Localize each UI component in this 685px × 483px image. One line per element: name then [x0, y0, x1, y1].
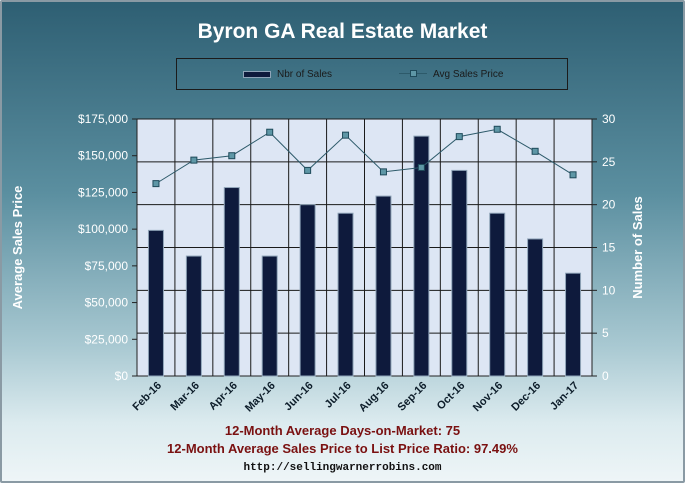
bar-nbr-of-sales	[375, 195, 392, 377]
legend-swatch-bar	[243, 70, 271, 78]
bar-nbr-of-sales	[261, 255, 278, 377]
tick-label-x: Oct-16	[435, 380, 468, 413]
point-avg-sales-price	[304, 166, 312, 174]
bar-nbr-of-sales	[299, 204, 316, 377]
legend-swatch-line	[399, 69, 427, 79]
tick-label-right: 5	[602, 326, 609, 340]
bar-nbr-of-sales	[451, 169, 468, 377]
tick-label-x: Nov-16	[471, 380, 505, 414]
footer-price-ratio: 12-Month Average Sales Price to List Pri…	[167, 441, 518, 456]
footer-days-on-market: 12-Month Average Days-on-Market: 75	[224, 423, 461, 438]
line-avg-sales-price	[155, 128, 574, 185]
point-avg-sales-price	[417, 163, 425, 171]
point-avg-sales-price	[228, 152, 236, 160]
tick-label-x: Feb-16	[131, 380, 165, 414]
tick-label-x: Mar-16	[168, 380, 202, 414]
bar-nbr-of-sales	[337, 212, 354, 377]
chart-legend: Nbr of Sales Avg Sales Price	[176, 58, 568, 90]
tick-label-x: Apr-16	[207, 380, 240, 413]
bar-nbr-of-sales	[527, 238, 544, 377]
legend-item-price: Avg Sales Price	[399, 67, 503, 81]
y-axis-title-left: Average Sales Price	[10, 186, 25, 310]
tick-label-right: 25	[602, 155, 616, 169]
tick-label-left: $175,000	[78, 112, 128, 126]
tick-label-right: 30	[602, 112, 616, 126]
tick-label-right: 15	[602, 241, 616, 255]
point-avg-sales-price	[379, 168, 387, 176]
tick-label-left: $25,000	[85, 332, 129, 346]
tick-label-left: $150,000	[78, 149, 128, 163]
point-avg-sales-price	[342, 131, 350, 139]
point-avg-sales-price	[569, 171, 577, 179]
tick-label-x: Dec-16	[509, 380, 543, 414]
chart-title: Byron GA Real Estate Market	[197, 20, 488, 43]
tick-label-x: Sep-16	[395, 380, 429, 414]
legend-item-sales: Nbr of Sales	[243, 67, 332, 81]
tick-label-left: $75,000	[85, 259, 129, 273]
point-avg-sales-price	[266, 128, 274, 136]
bar-nbr-of-sales	[185, 255, 202, 377]
tick-label-right: 0	[602, 369, 609, 383]
tick-label-x: Jun-16	[282, 380, 316, 414]
tick-label-left: $100,000	[78, 222, 128, 236]
tick-label-right: 20	[602, 198, 616, 212]
legend-label-price: Avg Sales Price	[433, 68, 504, 80]
tick-label-left: $50,000	[85, 296, 129, 310]
y-axis-title-right: Number of Sales	[630, 196, 645, 299]
tick-label-left: $0	[115, 369, 129, 383]
tick-label-x: Aug-16	[357, 380, 392, 415]
bar-nbr-of-sales	[223, 187, 240, 377]
tick-label-x: Jan-17	[548, 380, 581, 413]
point-avg-sales-price	[152, 180, 160, 188]
point-avg-sales-price	[493, 125, 501, 133]
tick-label-x: May-16	[243, 380, 278, 415]
bar-nbr-of-sales	[565, 272, 582, 377]
point-avg-sales-price	[190, 156, 198, 164]
point-avg-sales-price	[455, 133, 463, 141]
legend-label-sales: Nbr of Sales	[277, 68, 333, 80]
tick-label-left: $125,000	[78, 185, 128, 199]
bar-nbr-of-sales	[413, 135, 430, 377]
footer-url: http://sellingwarnerrobins.com	[243, 462, 442, 474]
bar-nbr-of-sales	[489, 212, 506, 377]
bar-nbr-of-sales	[147, 229, 164, 377]
tick-label-x: Jul-16	[323, 380, 354, 411]
tick-label-right: 10	[602, 283, 616, 297]
point-avg-sales-price	[531, 147, 539, 155]
